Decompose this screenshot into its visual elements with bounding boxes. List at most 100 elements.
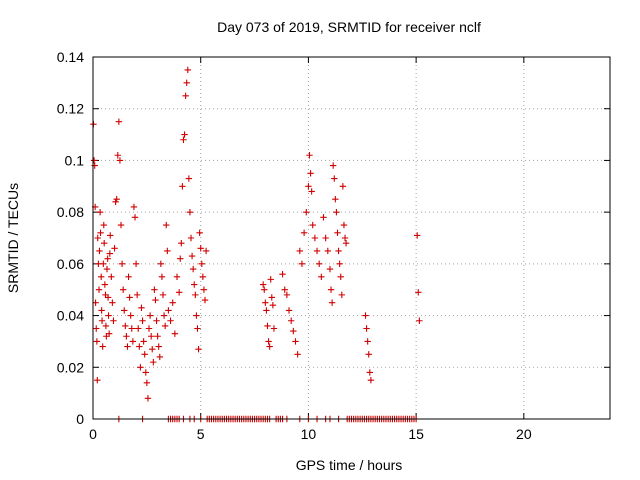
data-point [150, 358, 157, 366]
data-point [178, 239, 185, 247]
data-point [140, 338, 147, 345]
data-point [131, 214, 139, 221]
x-tick-label: 5 [197, 426, 205, 442]
data-point [283, 291, 291, 299]
data-point [93, 338, 101, 345]
data-point [177, 255, 184, 262]
data-point [298, 260, 306, 268]
data-point [125, 273, 132, 280]
data-point [175, 289, 183, 296]
data-point [136, 343, 143, 350]
data-point [133, 291, 141, 299]
data-point [119, 286, 127, 293]
data-point [336, 260, 343, 268]
data-point [99, 343, 106, 350]
data-point [269, 302, 277, 309]
data-point [113, 196, 120, 203]
data-point [156, 353, 163, 361]
chart-title: Day 073 of 2019, SRMTID for receiver ncl… [217, 19, 481, 35]
data-point [364, 338, 371, 345]
data-point [268, 294, 275, 301]
data-point [97, 273, 105, 280]
data-point [104, 255, 111, 262]
data-point [163, 221, 170, 229]
y-tick-label: 0.08 [57, 204, 84, 220]
data-point [115, 118, 123, 125]
data-point [198, 260, 205, 268]
data-point [129, 338, 137, 345]
data-point [340, 221, 348, 229]
data-point [308, 188, 315, 195]
y-tick-label: 0.1 [65, 152, 85, 168]
data-point [335, 247, 342, 255]
data-point [171, 330, 179, 337]
data-point [287, 317, 295, 324]
data-point [143, 379, 151, 386]
data-point [109, 299, 116, 306]
data-point [342, 239, 350, 247]
data-point [292, 338, 299, 345]
data-point [180, 136, 187, 143]
data-point [309, 221, 316, 229]
data-point [164, 247, 171, 255]
data-point [181, 131, 188, 138]
data-point [141, 351, 148, 358]
data-point [146, 312, 154, 319]
data-point [322, 234, 329, 242]
data-point [126, 294, 133, 301]
data-point [341, 234, 349, 242]
y-tick-label: 0.12 [57, 101, 84, 117]
data-point [101, 281, 109, 288]
data-point [324, 247, 332, 255]
data-point [96, 208, 104, 216]
data-point [94, 234, 101, 242]
y-tick-label: 0.02 [57, 359, 84, 375]
data-point [290, 327, 297, 335]
data-point [144, 395, 152, 402]
x-axis-label: GPS time / hours [296, 457, 403, 473]
data-point [266, 343, 273, 350]
data-point [154, 333, 161, 340]
data-point [326, 265, 334, 273]
data-point [173, 273, 181, 280]
data-point [193, 312, 200, 319]
x-tick-label: 15 [408, 426, 424, 442]
data-point [149, 345, 156, 353]
data-point [311, 234, 319, 242]
data-point [337, 273, 344, 280]
data-point [159, 291, 167, 299]
data-point [145, 325, 153, 332]
data-point [366, 369, 374, 376]
data-point [100, 221, 107, 229]
data-point [367, 377, 375, 384]
data-point [362, 312, 369, 319]
data-point [331, 175, 338, 182]
data-point [303, 208, 310, 216]
data-point [98, 317, 106, 324]
data-point [138, 304, 145, 312]
data-point [137, 364, 144, 371]
data-point [110, 317, 117, 324]
data-point [267, 276, 274, 283]
data-point [90, 157, 98, 164]
data-point [192, 291, 199, 299]
data-point [188, 252, 196, 260]
gridlines [93, 57, 610, 419]
data-point [98, 307, 105, 314]
data-point [263, 307, 270, 314]
data-point [307, 170, 314, 177]
data-point [102, 322, 110, 330]
data-point [281, 286, 288, 293]
data-point [320, 214, 327, 221]
data-point [199, 273, 207, 280]
x-tick-label: 20 [516, 426, 532, 442]
data-point [94, 377, 101, 384]
data-point [135, 325, 142, 332]
data-point [327, 286, 335, 293]
data-point [147, 333, 155, 340]
data-point [114, 152, 121, 159]
data-point [338, 291, 346, 299]
data-point [306, 152, 313, 159]
data-point [185, 175, 193, 182]
data-point [202, 247, 210, 255]
